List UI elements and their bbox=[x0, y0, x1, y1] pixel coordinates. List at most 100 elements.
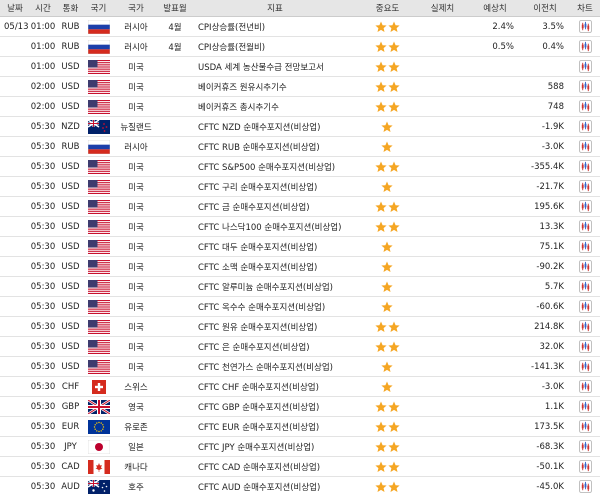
chart-button[interactable] bbox=[578, 200, 592, 213]
chart-button[interactable] bbox=[578, 480, 592, 493]
chart-button[interactable] bbox=[578, 120, 592, 133]
chart-button[interactable] bbox=[578, 300, 592, 313]
currency-cell: CAD bbox=[56, 456, 85, 477]
star bbox=[381, 141, 393, 152]
chart-button[interactable] bbox=[578, 80, 592, 93]
flag-cell bbox=[85, 456, 112, 477]
column-header: 날짜 bbox=[0, 0, 30, 17]
indicator-cell: CFTC 천연가스 순매수포지션(비상업) bbox=[190, 356, 360, 377]
importance-cell bbox=[360, 256, 415, 277]
chart-button[interactable] bbox=[578, 380, 592, 393]
country-cell: 러시아 bbox=[112, 136, 160, 157]
month-cell bbox=[160, 76, 190, 97]
forecast-cell bbox=[470, 236, 520, 257]
chart-cell bbox=[570, 96, 600, 117]
forecast-cell bbox=[470, 216, 520, 237]
importance-stars bbox=[374, 321, 400, 332]
star bbox=[374, 201, 387, 212]
importance-cell bbox=[360, 456, 415, 477]
column-header: 중요도 bbox=[360, 0, 415, 17]
chart-button[interactable] bbox=[578, 220, 592, 233]
flag bbox=[88, 320, 110, 334]
chart-button[interactable] bbox=[578, 360, 592, 373]
chart-button[interactable] bbox=[578, 420, 592, 433]
month-cell bbox=[160, 216, 190, 237]
country-cell: 미국 bbox=[112, 76, 160, 97]
chart-button[interactable] bbox=[578, 140, 592, 153]
event-row: 05:30 USD 미국 CFTC 은 순매수포지션(비상업) 32.0K bbox=[0, 336, 600, 357]
previous-cell: -68.3K bbox=[520, 436, 570, 457]
importance-cell bbox=[360, 316, 415, 337]
actual-cell bbox=[415, 296, 470, 317]
column-header: 발표월 bbox=[160, 0, 190, 17]
chart-button[interactable] bbox=[578, 160, 592, 173]
flag-image bbox=[88, 180, 110, 194]
chart-button[interactable] bbox=[578, 100, 592, 113]
previous-cell: -60.6K bbox=[520, 296, 570, 317]
chart-cell bbox=[570, 476, 600, 496]
previous-cell: -3.0K bbox=[520, 136, 570, 157]
currency-cell: JPY bbox=[56, 436, 85, 457]
chart-button[interactable] bbox=[578, 340, 592, 353]
star bbox=[381, 361, 393, 372]
chart-cell bbox=[570, 296, 600, 317]
flag-image bbox=[88, 380, 110, 394]
chart-button[interactable] bbox=[578, 240, 592, 253]
previous-cell: 13.3K bbox=[520, 216, 570, 237]
flag-cell bbox=[85, 256, 112, 277]
importance-cell bbox=[360, 216, 415, 237]
importance-stars bbox=[374, 341, 400, 352]
currency-cell: RUB bbox=[56, 16, 85, 37]
chart-button[interactable] bbox=[578, 440, 592, 453]
star bbox=[374, 61, 387, 72]
star bbox=[387, 401, 400, 412]
chart-cell bbox=[570, 336, 600, 357]
flag-cell bbox=[85, 436, 112, 457]
country-cell: 미국 bbox=[112, 256, 160, 277]
chart-icon bbox=[578, 300, 592, 313]
country-cell: 미국 bbox=[112, 296, 160, 317]
flag-image bbox=[88, 420, 110, 434]
chart-button[interactable] bbox=[578, 460, 592, 473]
importance-stars bbox=[374, 41, 400, 52]
currency-cell: GBP bbox=[56, 396, 85, 417]
country-cell: 미국 bbox=[112, 336, 160, 357]
indicator-cell: CFTC NZD 순매수포지션(비상업) bbox=[190, 116, 360, 137]
flag bbox=[88, 420, 110, 434]
month-cell: 4월 bbox=[160, 16, 190, 37]
flag bbox=[88, 360, 110, 374]
date-cell bbox=[0, 176, 30, 197]
previous-cell: 195.6K bbox=[520, 196, 570, 217]
currency-cell: USD bbox=[56, 76, 85, 97]
flag bbox=[88, 440, 110, 454]
time-cell: 05:30 bbox=[30, 256, 56, 277]
actual-cell bbox=[415, 216, 470, 237]
event-row: 05:30 USD 미국 CFTC 알루미늄 순매수포지션(비상업) 5.7K bbox=[0, 276, 600, 297]
chart-button[interactable] bbox=[578, 40, 592, 53]
time-cell: 05:30 bbox=[30, 216, 56, 237]
chart-button[interactable] bbox=[578, 400, 592, 413]
flag-image bbox=[88, 240, 110, 254]
chart-button[interactable] bbox=[578, 180, 592, 193]
actual-cell bbox=[415, 456, 470, 477]
flag-cell bbox=[85, 76, 112, 97]
chart-cell bbox=[570, 216, 600, 237]
event-row: 05:30 USD 미국 CFTC 천연가스 순매수포지션(비상업) -141.3K bbox=[0, 356, 600, 377]
chart-icon bbox=[578, 440, 592, 453]
time-cell: 02:00 bbox=[30, 76, 56, 97]
date-cell bbox=[0, 116, 30, 137]
star bbox=[374, 401, 387, 412]
country-cell: 미국 bbox=[112, 96, 160, 117]
flag-cell bbox=[85, 276, 112, 297]
flag-image bbox=[88, 340, 110, 354]
date-cell bbox=[0, 216, 30, 237]
country-cell: 영국 bbox=[112, 396, 160, 417]
chart-button[interactable] bbox=[578, 280, 592, 293]
chart-button[interactable] bbox=[578, 260, 592, 273]
chart-button[interactable] bbox=[578, 60, 592, 73]
month-cell bbox=[160, 416, 190, 437]
chart-button[interactable] bbox=[578, 20, 592, 33]
forecast-cell bbox=[470, 436, 520, 457]
chart-button[interactable] bbox=[578, 320, 592, 333]
month-cell: 4월 bbox=[160, 36, 190, 57]
